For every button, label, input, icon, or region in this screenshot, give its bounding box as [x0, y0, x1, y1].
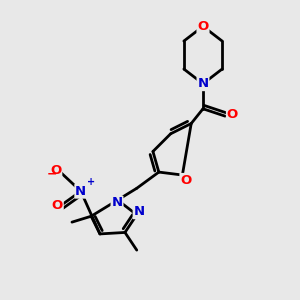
Text: N: N	[75, 185, 86, 198]
Text: N: N	[197, 77, 208, 90]
Text: O: O	[197, 20, 208, 33]
Text: N: N	[134, 205, 145, 218]
Text: O: O	[180, 174, 191, 187]
Text: +: +	[87, 177, 95, 187]
Text: O: O	[52, 200, 63, 212]
Text: N: N	[112, 196, 123, 209]
Text: O: O	[227, 108, 238, 121]
Text: O: O	[50, 164, 61, 177]
Text: −: −	[47, 168, 57, 181]
